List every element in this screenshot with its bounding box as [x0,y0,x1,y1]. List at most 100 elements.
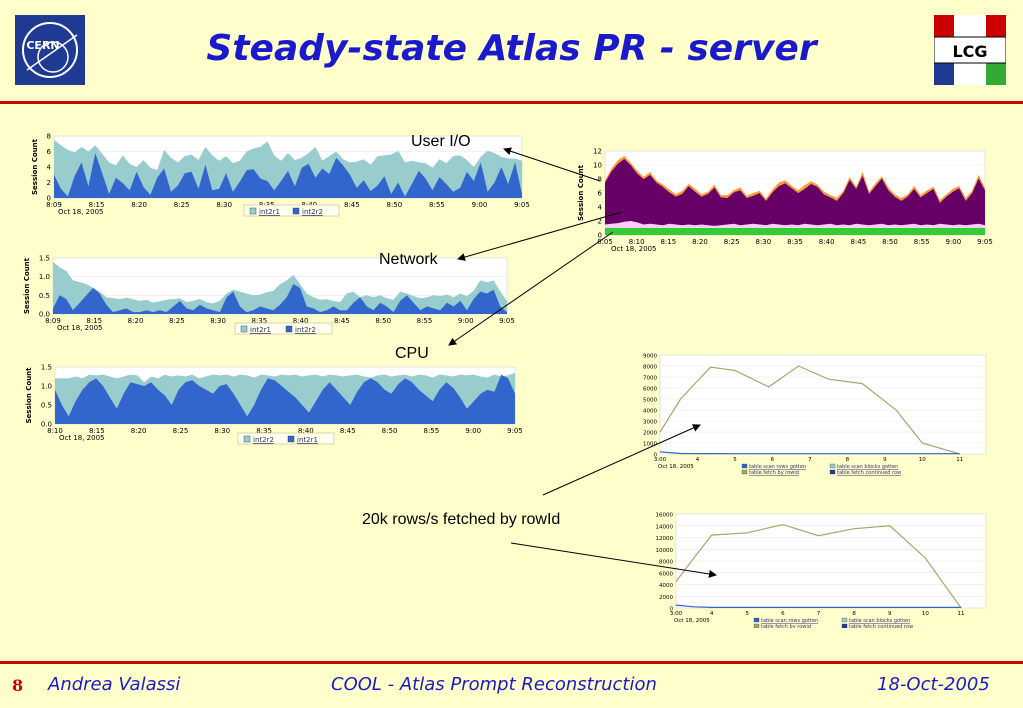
x-tick-label: 9:05 [507,427,522,435]
network-label: Network [379,251,438,268]
legend-entry: table scan blocks gotten [837,464,898,470]
x-tick-label: 7 [808,457,812,463]
cpu-chart: 0.0 0.5 1.0 1.5 Session Count 8:10 8:15 8:20 8:2… [22,360,523,454]
legend-swatch [285,325,293,333]
x-date-label: Oct 18, 2005 [658,464,694,470]
x-tick-label: 5 [733,457,737,463]
x-tick-label: 8:30 [755,238,771,246]
x-tick-label: 10 [922,611,929,617]
legend-entry: table scan blocks gotten [849,618,910,624]
legend-swatch [841,623,848,629]
legend-entry: table scan rows gotten [761,618,818,624]
x-tick-label: 8:50 [386,201,402,209]
x-tick-label: 8:55 [914,238,930,246]
cern-logo: CERN [15,15,85,85]
x-tick-label: 9:00 [472,201,488,209]
x-date-label: Oct 18, 2005 [674,618,710,624]
x-tick-label: 8:15 [86,317,102,325]
x-tick-label: 8:45 [344,201,360,209]
y-tick-label: 5000 [643,398,657,404]
x-tick-label: 8:25 [169,317,185,325]
legend-entry: table fetch continued row [837,470,901,476]
legend-entry: int2r2 [302,208,323,216]
x-tick-label: 8:20 [128,317,144,325]
x-tick-label: 8:55 [429,201,445,209]
y-tick-label: 14000 [656,524,674,530]
series-area-layer-2 [605,158,985,226]
legend-swatch [741,469,748,475]
x-tick-label: 8:15 [89,201,105,209]
x-tick-label: 8:25 [174,201,190,209]
series-area-int2r1 [54,139,522,198]
legend-box [243,204,340,217]
y-tick-label: 4000 [659,583,673,589]
footer-author: Andrea Valassi [48,674,181,695]
legend-swatch [829,463,836,469]
y-tick-label: 8000 [659,560,673,566]
y-axis-label: Session Count [23,257,31,314]
x-tick-label: 9:00 [458,317,474,325]
legend-entry: int2r2 [295,326,316,334]
y-tick-label: 1.0 [41,383,52,391]
y-tick-label: 2 [47,179,51,187]
x-tick-label: 8 [852,611,856,617]
legend-entry: int2r2 [253,436,274,444]
x-tick-label: 8:40 [293,317,309,325]
user-io-chart-svg: 0 2 4 6 8 Session Count 8:09 8:15 8:20 8:25 8:30 8:… [31,133,530,217]
y-tick-label: 6000 [659,571,673,577]
series-area-int2r1 [55,374,515,424]
x-tick-label: 8:50 [882,238,898,246]
x-tick-label: 8:50 [375,317,391,325]
legend-entry: table fetch by rowid [749,470,799,476]
series-area-layer-0 [605,228,985,235]
x-tick-label: 8:09 [46,201,62,209]
legend-swatch [753,623,760,629]
x-tick-label: 8 [846,457,850,463]
legend-box [234,322,333,335]
x-tick-label: 8:09 [45,317,61,325]
x-tick-label: 9:05 [977,238,993,246]
x-tick-label: 9:05 [499,317,515,325]
x-tick-label: 8:30 [210,317,226,325]
y-tick-label: 9000 [643,354,657,360]
x-tick-label: 8:55 [417,317,433,325]
y-tick-label: 0.0 [39,311,50,319]
top-rule [0,101,1023,104]
network-chart: 0.0 0.5 1.0 1.5 Session Count 8:09 8:15 8:20 8:2… [20,252,516,346]
x-date-label: Oct 18, 2005 [611,245,657,253]
y-tick-label: 8 [598,176,602,184]
rows-fetched-chart-1-svg: 01000200030004000500060007000800090003:0… [643,354,987,476]
x-tick-label: 4 [710,611,714,617]
x-tick-label: 9:00 [945,238,961,246]
x-tick-label: 8:35 [256,427,272,435]
rows-fetched-chart-1: 0 1000 2000 3000 4000 5000 6000 7000 8000 9000 3:0… [632,348,992,482]
legend-entry: int2r1 [259,208,280,216]
y-tick-label: 8000 [643,365,657,371]
series-area-layer-3 [605,155,985,203]
series-area-layer-1 [605,221,985,228]
y-tick-label: 4 [598,204,603,212]
y-tick-label: 16000 [656,513,674,519]
y-tick-label: 10000 [656,548,674,554]
x-tick-label: 8:20 [131,201,147,209]
legend-swatch [829,469,836,475]
series-line-table-scan-rows-gotten [659,451,960,455]
legend-swatch [292,207,300,215]
x-tick-label: 8:15 [89,427,105,435]
x-tick-label: 9 [883,457,887,463]
rows-fetched-chart-2: 0 2000 4000 6000 8000 10000 12000 14000 16000 3:0… [650,508,990,632]
y-tick-label: 3000 [643,420,657,426]
series-line-table-scan-rows-gotten [675,604,962,608]
legend-entry: table fetch by rowid [761,624,811,628]
network-chart-svg: 0.0 0.5 1.0 1.5 Session Count 8:09 8:15 8:20 8:2… [23,255,515,335]
y-tick-label: 12000 [656,536,674,542]
x-tick-label: 8:35 [251,317,267,325]
y-tick-label: 2 [598,218,602,226]
legend-swatch [243,435,251,443]
bottom-rule [0,661,1023,664]
legend-entry: table scan rows gotten [749,464,806,470]
y-tick-label: 6 [47,148,52,156]
page-number: 8 [12,676,24,695]
x-tick-label: 5 [746,611,750,617]
